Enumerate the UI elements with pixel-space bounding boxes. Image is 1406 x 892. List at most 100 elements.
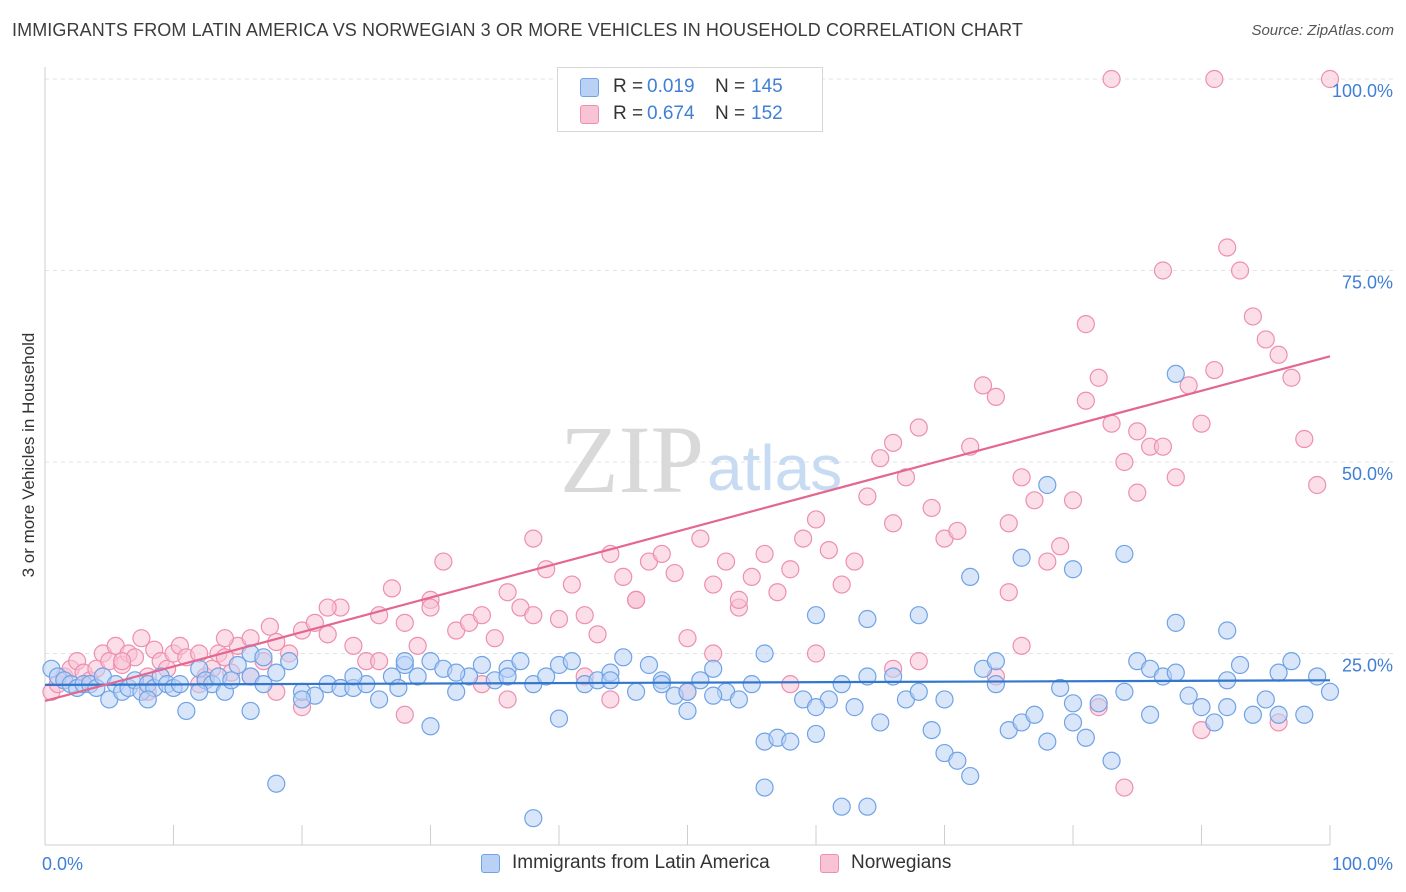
data-point (498, 690, 517, 709)
data-point (1076, 315, 1095, 334)
data-point (999, 514, 1018, 533)
legend-row-norwegians: R = 0.674 N = 152 (580, 101, 783, 127)
data-point (1076, 391, 1095, 410)
data-point (241, 701, 260, 721)
data-point (806, 724, 826, 744)
data-point (549, 609, 569, 629)
data-point (704, 686, 723, 705)
data-point (382, 579, 402, 598)
data-point (704, 659, 723, 678)
data-point (1153, 261, 1173, 280)
legend-swatch-blue (580, 77, 599, 97)
data-point (845, 698, 864, 717)
data-point (370, 690, 389, 709)
data-point (292, 690, 312, 709)
y-tick-label: 100.0% (1332, 81, 1393, 101)
bottom-legend-label: Norwegians (851, 852, 952, 873)
data-point (1012, 468, 1031, 487)
legend-r-value: 0.674 (647, 103, 695, 124)
data-point (614, 567, 633, 587)
y-tick-label: 50.0% (1342, 464, 1393, 484)
data-point (729, 590, 749, 609)
data-point (883, 667, 903, 686)
data-point (909, 652, 928, 671)
data-point (626, 590, 646, 609)
data-point (691, 671, 710, 690)
data-point (883, 514, 903, 533)
data-point (896, 468, 916, 487)
data-point (421, 598, 440, 617)
data-point (1115, 682, 1134, 701)
data-point (1308, 475, 1327, 495)
data-point (961, 567, 980, 587)
data-point (1115, 778, 1134, 797)
data-point (1115, 544, 1134, 564)
data-point (447, 682, 466, 701)
data-point (524, 606, 543, 625)
data-point (1166, 364, 1185, 384)
data-point (344, 636, 363, 655)
data-point (1295, 705, 1314, 724)
data-point (871, 449, 890, 468)
data-point (1192, 698, 1211, 717)
data-point (524, 529, 543, 548)
data-point (781, 732, 800, 751)
data-point (389, 678, 408, 698)
data-point (806, 698, 826, 717)
data-point (408, 636, 427, 655)
bottom-legend-swatch-blue (481, 853, 500, 873)
data-point (601, 690, 620, 709)
data-point (832, 675, 851, 694)
source-label: Source: ZipAtlas.com (1251, 22, 1394, 39)
bottom-legend-norwegians: Norwegians (820, 852, 951, 874)
data-point (1063, 713, 1083, 732)
data-point (1218, 698, 1237, 717)
data-point (215, 629, 234, 648)
data-point (601, 671, 620, 690)
data-point (575, 606, 594, 625)
data-point (1128, 483, 1147, 502)
data-point (562, 652, 581, 671)
data-point (806, 644, 826, 663)
data-point (858, 487, 877, 506)
data-point (832, 575, 851, 594)
data-point (639, 655, 659, 675)
data-point (755, 644, 774, 663)
data-point (652, 544, 671, 564)
data-point (395, 613, 414, 632)
data-point (1153, 437, 1173, 456)
data-point (742, 567, 761, 587)
data-point (832, 797, 851, 816)
data-point (1192, 414, 1211, 433)
data-point (1025, 705, 1044, 724)
x-tick-label: 0.0% (42, 854, 83, 874)
bottom-legend-latin-america: Immigrants from Latin America (481, 852, 770, 874)
y-tick-label: 75.0% (1342, 273, 1393, 293)
trend-line-latin-america (44, 679, 1331, 687)
data-point (781, 560, 800, 579)
data-point (858, 667, 877, 686)
x-tick-label: 100.0% (1332, 854, 1393, 874)
data-point (1051, 537, 1070, 556)
axes (44, 67, 1331, 846)
data-point (1063, 560, 1083, 579)
data-point (1230, 261, 1250, 280)
data-point (691, 529, 710, 548)
data-point (537, 667, 556, 686)
data-point (1038, 732, 1057, 751)
data-point (498, 667, 517, 686)
data-point (1166, 613, 1185, 632)
data-point (472, 606, 491, 625)
data-point (1038, 552, 1057, 571)
data-point (267, 663, 286, 682)
bottom-legend-label: Immigrants from Latin America (512, 852, 770, 873)
data-point (1282, 368, 1301, 387)
data-point (922, 498, 941, 518)
data-point (498, 583, 517, 602)
data-point (1166, 468, 1185, 487)
data-point (1051, 678, 1070, 698)
y-axis-label: 3 or more Vehicles in Household (19, 333, 38, 578)
data-point (948, 751, 967, 770)
data-point (845, 552, 864, 571)
